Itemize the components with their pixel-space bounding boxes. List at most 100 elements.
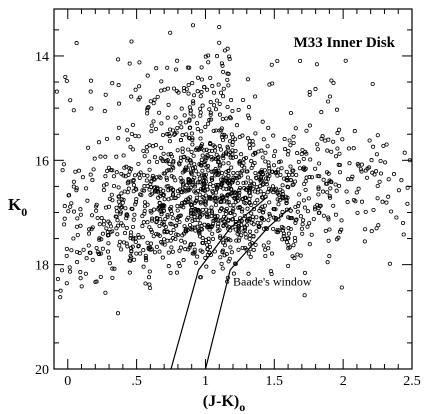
data-point-160 [189,170,194,175]
data-point-1388 [186,247,191,252]
data-point-1193 [219,181,224,186]
data-point-1581 [79,284,84,289]
data-point-595 [286,263,291,268]
data-point-1341 [127,169,132,174]
data-point-1151 [230,142,235,147]
data-point-918 [220,266,225,271]
data-point-1095 [370,170,375,175]
data-point-785 [210,84,215,89]
data-point-531 [286,172,292,178]
data-point-1510 [144,149,149,154]
data-point-175 [179,238,184,243]
data-point-757 [219,134,224,140]
data-point-736 [194,207,199,212]
data-point-438 [209,177,214,182]
data-point-366 [175,189,180,194]
data-point-1426 [331,203,336,208]
data-point-307 [214,186,219,192]
data-point-1306 [223,178,228,183]
data-point-786 [191,114,196,119]
data-point-64 [114,170,119,175]
data-point-939 [170,236,176,241]
data-point-502 [195,224,200,229]
data-point-900 [221,240,226,245]
data-point-1042 [307,221,312,226]
data-point-1340 [101,222,106,227]
data-point-1054 [220,249,225,254]
data-point-1558 [168,30,173,35]
data-point-482 [293,239,298,244]
data-point-1111 [339,218,344,223]
data-point-519 [161,203,166,208]
data-point-1473 [291,140,296,146]
data-point-663 [216,82,221,87]
data-point-662 [145,106,150,111]
data-point-1390 [132,212,137,217]
data-point-1311 [158,208,163,213]
data-point-548 [276,202,281,207]
data-point-1494 [116,125,121,130]
data-point-1134 [280,189,285,194]
data-point-1256 [276,167,281,172]
data-point-262 [86,231,92,236]
data-point-1374 [163,216,168,221]
data-point-1098 [175,208,180,213]
data-point-835 [127,61,132,66]
data-point-1085 [177,248,182,253]
data-point-1513 [116,57,121,62]
data-point-1180 [264,226,269,231]
data-point-376 [228,245,233,250]
data-point-618 [209,175,214,181]
data-point-648 [203,124,208,129]
data-point-1122 [288,164,293,169]
data-point-1447 [327,227,332,232]
data-point-905 [141,248,146,253]
data-point-1285 [118,205,124,210]
data-point-1489 [68,98,73,103]
data-point-581 [114,205,119,210]
data-point-1372 [122,231,128,236]
data-point-1509 [98,154,103,159]
data-point-1197 [288,177,293,183]
data-point-260 [203,193,208,198]
data-point-1115 [308,157,313,162]
data-point-1196 [320,134,325,139]
data-point-1268 [290,168,295,173]
data-point-1507 [206,53,211,58]
data-point-1002 [236,205,241,210]
data-point-1535 [136,97,141,102]
data-point-467 [207,245,213,250]
data-point-1301 [136,243,141,248]
data-point-1516 [173,67,179,72]
data-point-1253 [160,158,165,163]
data-point-1493 [181,155,186,160]
data-point-1039 [166,250,171,255]
data-point-1086 [316,185,321,190]
data-point-1205 [300,147,305,153]
data-point-1288 [94,208,99,213]
data-point-526 [273,186,279,191]
data-point-274 [168,187,173,192]
data-point-442 [132,173,138,178]
data-point-664 [159,145,164,150]
data-point-891 [240,245,245,250]
data-point-1383 [166,152,171,157]
data-point-412 [137,175,142,180]
data-point-440 [184,217,189,222]
data-point-712 [217,128,222,133]
data-point-1531 [165,65,170,70]
data-point-929 [146,275,152,280]
data-point-329 [248,179,253,184]
data-point-858 [321,213,326,218]
data-point-1479 [159,88,164,93]
data-point-1169 [374,152,379,157]
data-point-1194 [227,115,233,120]
data-point-557 [229,165,234,170]
data-point-538 [110,168,115,173]
data-point-1293 [88,172,93,177]
data-point-1165 [251,142,256,147]
y-tick-label: 14 [35,50,49,65]
data-point-861 [78,276,83,281]
data-point-212 [230,217,235,222]
data-point-1031 [152,250,158,255]
